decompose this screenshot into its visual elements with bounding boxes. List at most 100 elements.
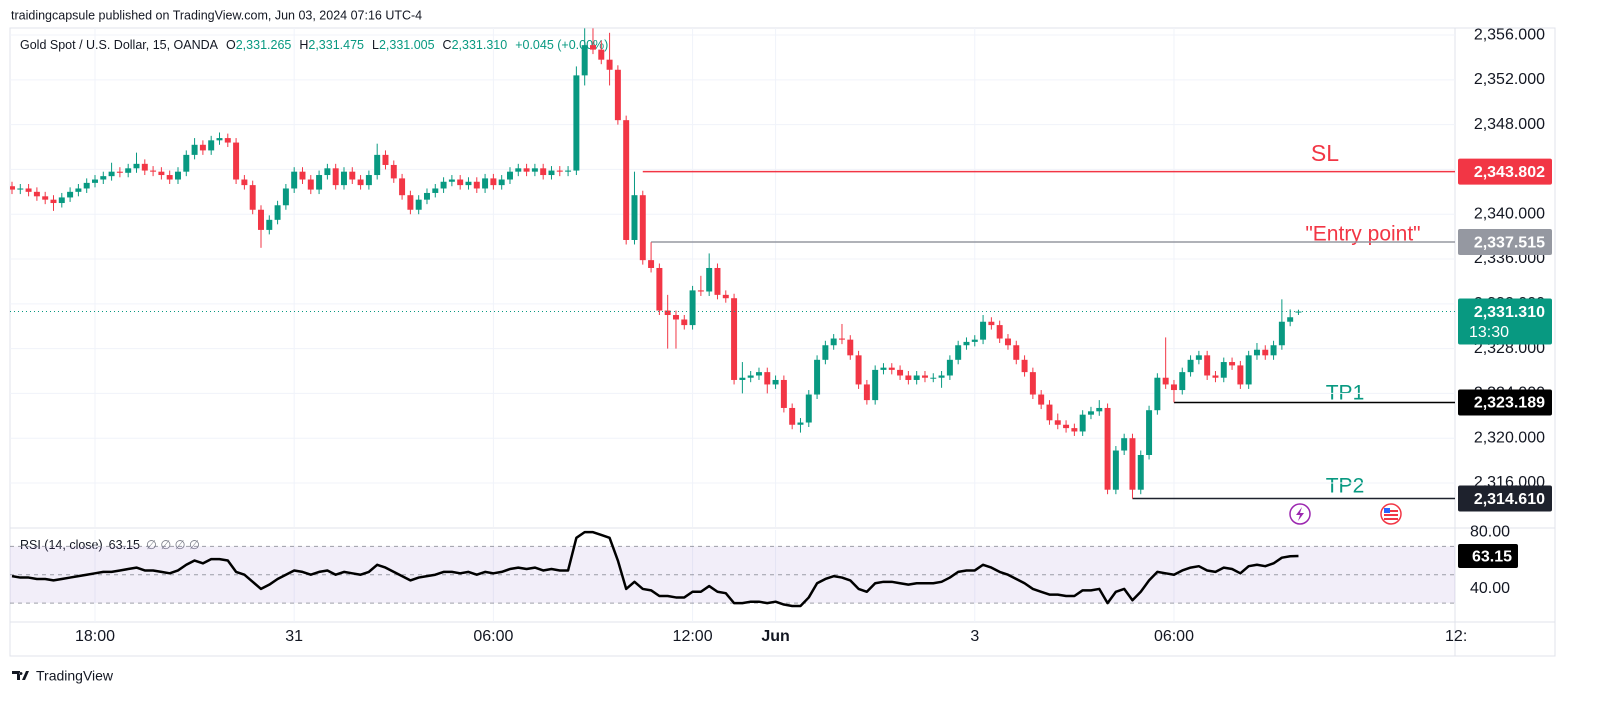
candle-body bbox=[1021, 359, 1028, 373]
candle-body bbox=[1137, 454, 1144, 490]
candle-body bbox=[814, 359, 821, 395]
candle-body bbox=[374, 154, 381, 176]
rsi-placeholders: ∅ ∅ ∅ ∅ bbox=[146, 538, 200, 552]
price-pane bbox=[10, 28, 1455, 527]
candle-body bbox=[838, 338, 845, 340]
candle-body bbox=[963, 341, 970, 346]
x-tick-label: Jun bbox=[761, 628, 789, 645]
candle-body bbox=[365, 175, 372, 186]
x-tick-label: 06:00 bbox=[1154, 628, 1194, 645]
candle-body bbox=[764, 372, 771, 385]
candle-body bbox=[988, 321, 995, 326]
candle-body bbox=[1013, 345, 1020, 360]
rsi-line bbox=[11, 530, 1299, 608]
candle-body bbox=[955, 345, 962, 360]
candle-body bbox=[17, 188, 24, 190]
candle-body bbox=[805, 394, 812, 423]
candle-body bbox=[282, 188, 289, 206]
candle-body bbox=[10, 186, 15, 190]
y-tick-label: 2,340.000 bbox=[1474, 205, 1545, 222]
candle-body bbox=[233, 142, 240, 180]
candle-body bbox=[639, 195, 646, 261]
candle-body bbox=[1187, 359, 1194, 373]
candle-body bbox=[681, 319, 688, 326]
candle-body bbox=[33, 191, 40, 197]
candle-body bbox=[722, 294, 729, 299]
candle-body bbox=[440, 181, 447, 189]
candle-body bbox=[1220, 362, 1227, 378]
candle-body bbox=[1054, 420, 1061, 425]
candle-body bbox=[199, 144, 206, 151]
candle-body bbox=[432, 188, 439, 193]
value: 2,331.265 bbox=[236, 38, 292, 52]
price-badge bbox=[1458, 485, 1552, 512]
flag-icon[interactable] bbox=[1380, 503, 1402, 525]
candle-body bbox=[1212, 375, 1219, 378]
candle-body bbox=[274, 205, 281, 220]
candle-body bbox=[166, 175, 173, 180]
candle-body bbox=[971, 339, 978, 342]
candle-body bbox=[92, 179, 98, 183]
candle-body bbox=[316, 175, 323, 190]
candle-body bbox=[755, 372, 762, 376]
candle-body bbox=[1146, 410, 1153, 455]
candle-body bbox=[789, 407, 796, 425]
candle-body bbox=[706, 267, 713, 292]
candle-body bbox=[25, 188, 32, 192]
candle-body bbox=[1104, 407, 1111, 490]
candle-body bbox=[141, 163, 148, 171]
rsi-badge-label: 63.15 bbox=[1472, 548, 1512, 565]
key: H bbox=[299, 38, 308, 52]
rsi-value: 63.15 bbox=[109, 538, 140, 552]
candle-body bbox=[540, 168, 547, 176]
y-tick-label: 2,320.000 bbox=[1474, 429, 1545, 446]
candle-body bbox=[108, 171, 115, 177]
symbol: Gold Spot / U.S. Dollar, 15, OANDA bbox=[20, 38, 219, 52]
candle-body bbox=[216, 138, 223, 141]
candle-body bbox=[1154, 377, 1161, 411]
rsi-tick-label: 40.00 bbox=[1470, 580, 1510, 597]
candle-body bbox=[731, 298, 738, 380]
annotation: "Entry point" bbox=[1305, 223, 1420, 246]
candle-body bbox=[191, 144, 198, 155]
rsi-pane bbox=[10, 530, 1455, 622]
candle-body bbox=[75, 188, 82, 192]
candle-body bbox=[490, 178, 497, 186]
candle-body bbox=[1129, 438, 1136, 490]
last-price-label: 2,331.310 bbox=[1474, 304, 1545, 321]
candle-body bbox=[515, 168, 522, 172]
candle-body bbox=[664, 310, 671, 316]
annotation: SL bbox=[1311, 140, 1339, 166]
candle-body bbox=[714, 267, 721, 295]
candle-body bbox=[656, 267, 663, 311]
price-badge bbox=[1458, 229, 1552, 256]
candle-body bbox=[390, 164, 397, 179]
candle-body bbox=[573, 75, 580, 171]
candle-body bbox=[506, 171, 513, 180]
candle-body bbox=[614, 69, 621, 121]
candle-body bbox=[872, 369, 879, 401]
candle-body bbox=[930, 377, 937, 379]
event-icon[interactable] bbox=[1289, 503, 1311, 525]
brand-logo bbox=[12, 671, 29, 680]
candle-body bbox=[183, 154, 190, 172]
candle-body bbox=[631, 195, 638, 240]
candle-body bbox=[888, 367, 895, 370]
candle-body bbox=[589, 45, 596, 50]
candle-body bbox=[1096, 407, 1103, 412]
candle-body bbox=[556, 170, 563, 172]
candle-body bbox=[324, 168, 331, 176]
candle-body bbox=[50, 199, 57, 204]
candle-body bbox=[266, 219, 273, 230]
candle-body bbox=[1029, 372, 1036, 395]
candle-body bbox=[340, 171, 347, 186]
candle-body bbox=[133, 163, 140, 169]
candle-body bbox=[1170, 384, 1177, 391]
candle-body bbox=[1270, 345, 1277, 356]
candle-body bbox=[249, 185, 256, 210]
candle-body bbox=[224, 138, 231, 143]
candle-body bbox=[1229, 362, 1236, 366]
candle-body bbox=[1162, 377, 1169, 385]
price-badge-label: 2,314.610 bbox=[1474, 491, 1545, 508]
